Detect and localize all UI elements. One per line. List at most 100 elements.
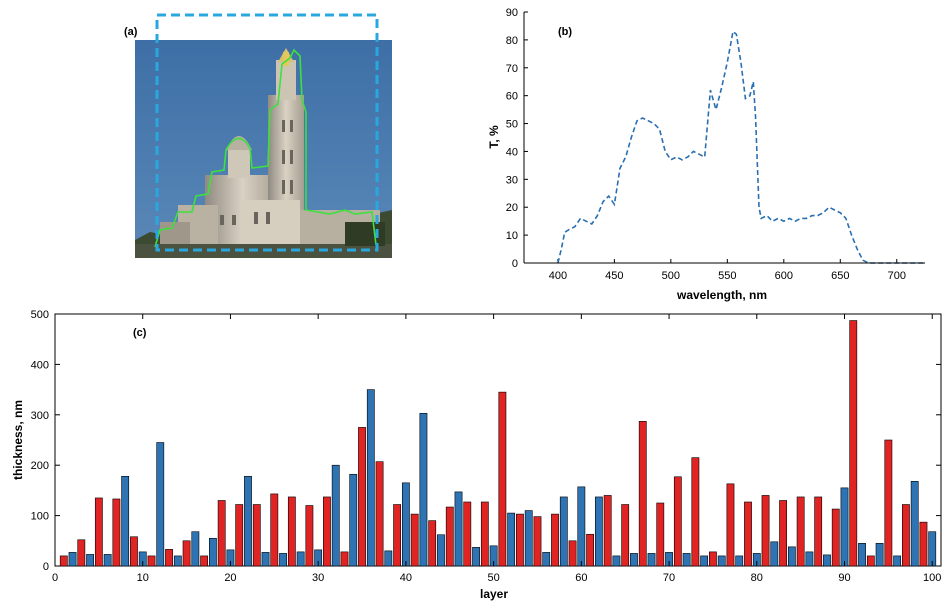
thickness-bar	[445, 506, 454, 567]
panel-c-xtick-label: 60	[575, 572, 587, 584]
photo-dashed-frame	[155, 13, 379, 252]
panel-b-xtick-label: 600	[775, 270, 793, 282]
thickness-bar	[384, 550, 393, 567]
panel-b-xtick-label: 650	[831, 270, 849, 282]
thickness-bar	[893, 555, 902, 567]
thickness-bar	[103, 554, 112, 567]
thickness-bar	[919, 521, 928, 567]
panel-b-ytick-label: 30	[506, 174, 518, 186]
thickness-bar	[437, 534, 445, 567]
panel-c-xtick-label: 10	[137, 572, 149, 584]
thickness-bar	[551, 513, 559, 567]
thickness-bar	[691, 457, 700, 567]
thickness-bar	[735, 555, 744, 567]
thickness-bar	[182, 540, 191, 567]
thickness-bar	[173, 555, 182, 567]
thickness-bar	[744, 501, 752, 567]
thickness-bar	[349, 473, 358, 567]
thickness-bar	[630, 553, 638, 567]
thickness-bar	[673, 476, 682, 567]
panel-c-ytick-label: 0	[43, 561, 49, 573]
thickness-bar	[831, 508, 840, 567]
thickness-bar	[840, 487, 849, 567]
panel-b-xtick-label: 700	[888, 270, 906, 282]
panel-b-label: (b)	[558, 26, 572, 38]
thickness-bar	[261, 552, 270, 567]
thickness-bar	[823, 554, 831, 567]
panel-b-ytick-label: 90	[506, 7, 518, 19]
thickness-bar	[779, 500, 787, 567]
thickness-bar	[130, 536, 138, 567]
panel-c-xtick-label: 70	[663, 572, 675, 584]
thickness-bar	[410, 513, 419, 567]
thickness-bar	[717, 555, 726, 567]
thickness-bar	[68, 552, 77, 567]
panel-c-xtick-label: 30	[312, 572, 324, 584]
panel-c-xtick-label: 0	[52, 572, 58, 584]
thickness-bar	[647, 553, 656, 567]
thickness-bar	[507, 512, 516, 567]
thickness-bar	[524, 510, 533, 567]
thickness-bar	[612, 555, 621, 567]
thickness-bar	[323, 496, 331, 567]
thickness-bar	[121, 475, 130, 567]
panel-b-xtick-label: 400	[549, 270, 567, 282]
panel-b-xtick-label: 550	[718, 270, 736, 282]
thickness-bar	[516, 513, 524, 567]
panel-b-xtick-label: 450	[605, 270, 623, 282]
thickness-bar	[77, 539, 86, 567]
thickness-bar	[358, 427, 366, 567]
panel-c-ytick-label: 100	[31, 511, 49, 523]
panel-a-label: (a)	[124, 26, 138, 38]
thickness-bar	[86, 554, 94, 567]
thickness-bar	[884, 439, 893, 567]
thickness-bar	[463, 501, 472, 567]
panel-b-ytick-label: 40	[506, 146, 518, 158]
thickness-bar	[279, 553, 287, 567]
panel-c-label: (c)	[133, 327, 147, 339]
thickness-bar	[638, 421, 647, 567]
thickness-bar	[858, 543, 866, 567]
thickness-bar	[875, 543, 884, 567]
thickness-bar	[94, 497, 103, 567]
thickness-bar	[805, 551, 814, 567]
thickness-bar	[603, 495, 612, 567]
panel-b-ytick-label: 0	[512, 258, 518, 270]
thickness-bar	[586, 533, 595, 567]
panel-b-ytick-label: 20	[506, 202, 518, 214]
panel-c-ytick-label: 400	[31, 359, 49, 371]
thickness-bar	[533, 516, 542, 567]
thickness-bar	[217, 500, 226, 567]
thickness-bar	[428, 520, 437, 567]
thickness-bar	[331, 464, 340, 567]
thickness-bar	[498, 391, 507, 567]
thickness-bar	[191, 531, 200, 567]
thickness-bar	[419, 412, 428, 567]
panel-b-ytick-label: 60	[506, 91, 518, 103]
thickness-bar	[401, 482, 410, 567]
thickness-bar	[59, 555, 68, 567]
panel-c-xtick-label: 50	[487, 572, 499, 584]
thickness-bar	[200, 555, 209, 567]
panel-c-ytick-label: 500	[31, 309, 49, 321]
panel-b-ylabel: T, %	[487, 125, 501, 149]
panel-c-xtick-label: 80	[751, 572, 763, 584]
panel-b: 0 10 20 30 40 50 60 70 80 90 400 450 500 550 600 650 70…	[487, 7, 925, 302]
thickness-bar	[147, 555, 156, 567]
thickness-bar	[366, 389, 375, 567]
thickness-bar	[577, 486, 586, 567]
thickness-bar	[480, 501, 489, 567]
panel-b-xtick-label: 500	[662, 270, 680, 282]
thickness-bar	[270, 493, 279, 567]
panel-c-xtick-label: 40	[400, 572, 412, 584]
thickness-bar	[866, 555, 875, 567]
panel-a: (a)	[124, 13, 392, 258]
spectrum-line	[557, 30, 925, 264]
thickness-bar	[287, 496, 296, 567]
panel-b-ytick-label: 10	[506, 230, 518, 242]
thickness-bar	[244, 475, 252, 567]
thickness-bar	[252, 504, 261, 567]
thickness-bar	[709, 551, 717, 567]
thickness-bar	[454, 491, 463, 567]
